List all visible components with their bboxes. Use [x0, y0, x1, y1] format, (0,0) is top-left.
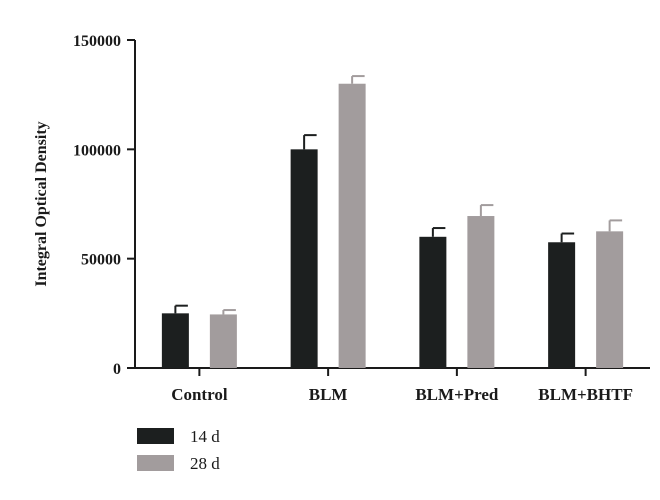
bar [548, 242, 576, 368]
bar [596, 231, 624, 368]
bar [209, 314, 237, 368]
x-tick-label: BLM+Pred [415, 385, 499, 404]
legend-label: 14 d [190, 427, 220, 446]
bar [467, 216, 495, 368]
legend-label: 28 d [190, 454, 220, 473]
bar [290, 149, 318, 368]
bar [338, 83, 366, 368]
legend-swatch [137, 455, 174, 471]
y-tick-label: 150000 [73, 33, 121, 50]
legend: 14 d 28 d [137, 427, 220, 473]
x-tick-label: BLM+BHTF [538, 385, 633, 404]
legend-swatch [137, 428, 174, 444]
y-tick-label: 0 [113, 361, 121, 378]
y-axis-title: Integral Optical Density [33, 121, 50, 286]
x-tick-label: Control [171, 385, 228, 404]
bars [161, 75, 624, 368]
y-axis: 0 50000 100000 150000 [73, 33, 136, 378]
x-tick-label: BLM [309, 385, 348, 404]
y-tick-label: 50000 [81, 252, 121, 269]
x-axis: Control BLM BLM+Pred BLM+BHTF [135, 367, 650, 404]
y-tick-label: 100000 [73, 142, 121, 159]
bar [161, 313, 189, 368]
bar [419, 236, 447, 368]
